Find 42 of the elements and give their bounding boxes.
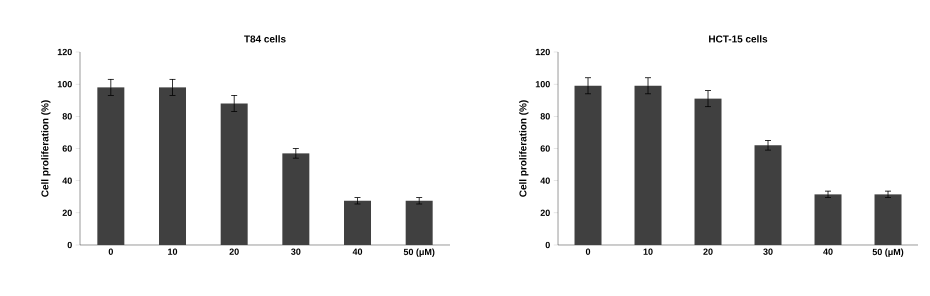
y-tick-label: 80 [62, 113, 72, 120]
x-tick-label: 20 [230, 248, 239, 255]
bar [874, 194, 902, 245]
y-tick-label: 20 [62, 210, 72, 216]
y-tick-label: 120 [58, 48, 72, 56]
bar [754, 145, 782, 245]
x-tick-label: 0 [108, 248, 113, 255]
y-tick-label: 20 [540, 210, 550, 216]
x-tick-label: 50 (μM) [872, 248, 904, 257]
bar [634, 86, 662, 245]
y-tick-label: 60 [540, 145, 550, 152]
bar [574, 86, 602, 245]
bar [344, 200, 372, 245]
x-tick-label: 40 [823, 248, 833, 255]
y-axis-title: Cell proliferation (%) [41, 100, 50, 197]
y-tick-label: 100 [58, 80, 72, 88]
bar [220, 103, 248, 245]
y-tick-label: 80 [540, 113, 550, 120]
chart-title: HCT-15 cells [709, 35, 768, 42]
bar [282, 153, 310, 245]
x-tick-label: 0 [586, 248, 590, 255]
y-tick-label: 60 [62, 145, 72, 152]
y-tick-label: 40 [540, 177, 550, 184]
chart-title: T84 cells [244, 35, 286, 42]
bar [159, 87, 186, 245]
x-tick-label: 40 [352, 248, 362, 255]
y-tick-label: 40 [62, 177, 72, 184]
y-tick-label: 0 [68, 242, 72, 248]
bar [406, 200, 433, 245]
x-tick-label: 50 (μM) [404, 248, 434, 257]
bar [97, 87, 124, 245]
x-tick-label: 30 [291, 248, 300, 255]
bar [814, 194, 842, 245]
y-tick-label: 0 [546, 242, 550, 248]
x-tick-label: 30 [763, 248, 773, 255]
bar [694, 98, 722, 245]
x-tick-label: 10 [168, 248, 178, 255]
x-tick-label: 10 [644, 248, 653, 255]
y-tick-label: 100 [536, 80, 550, 88]
y-axis-title: Cell proliferation (%) [519, 100, 528, 197]
x-tick-label: 20 [703, 248, 713, 255]
y-tick-label: 120 [536, 48, 550, 56]
